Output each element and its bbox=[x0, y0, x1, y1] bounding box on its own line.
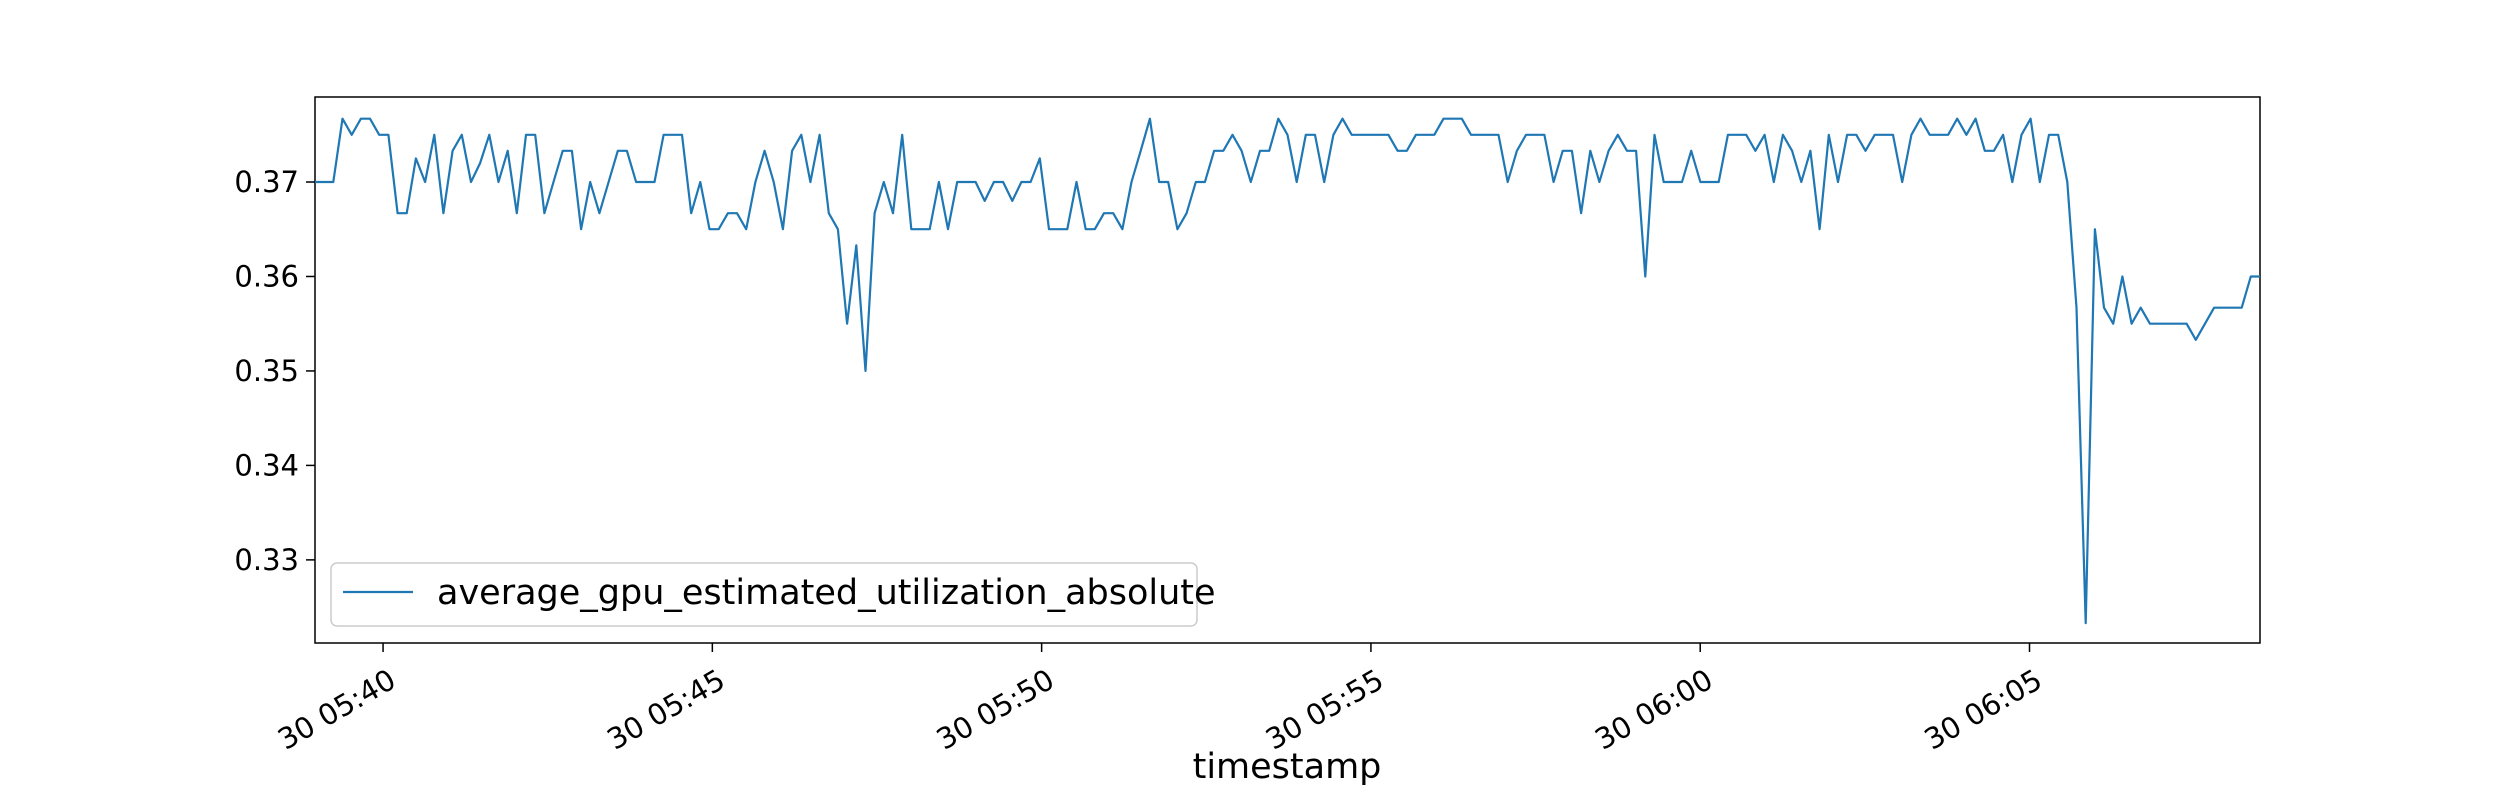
x-tick-label: 30 05:45 bbox=[601, 662, 730, 756]
y-axis: 0.33 0.34 0.35 0.36 0.37 bbox=[234, 165, 315, 577]
x-tick-label: 30 05:50 bbox=[931, 662, 1060, 756]
x-axis-label: timestamp bbox=[1193, 747, 1382, 787]
y-tick-label: 0.34 bbox=[234, 448, 299, 482]
plot-area bbox=[314, 96, 2261, 644]
x-tick-label: 30 05:55 bbox=[1260, 662, 1389, 756]
y-tick-label: 0.35 bbox=[234, 354, 299, 388]
y-tick-label: 0.33 bbox=[234, 543, 299, 577]
plot-frame bbox=[314, 96, 2261, 644]
legend-label: average_gpu_estimated_utilization_absolu… bbox=[437, 573, 1216, 613]
x-tick-label: 30 06:00 bbox=[1589, 662, 1718, 756]
y-tick-label: 0.36 bbox=[234, 259, 299, 293]
y-tick-label: 0.37 bbox=[234, 165, 299, 199]
x-tick-label: 30 05:40 bbox=[272, 662, 401, 756]
x-axis: 30 05:40 30 05:45 30 05:50 30 05:55 30 06:00… bbox=[272, 643, 2048, 757]
series-line-average-gpu-estimated-utilization-absolute bbox=[315, 117, 2260, 625]
legend: average_gpu_estimated_utilization_absolu… bbox=[330, 562, 1216, 627]
legend-box bbox=[330, 562, 1198, 627]
x-tick-label: 30 06:05 bbox=[1918, 662, 2047, 756]
